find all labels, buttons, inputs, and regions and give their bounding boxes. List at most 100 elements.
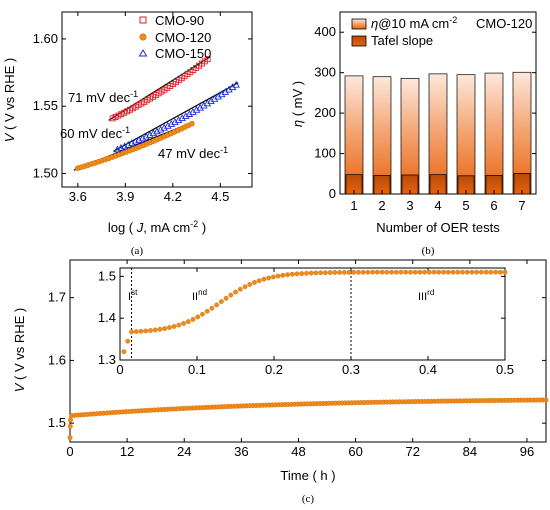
- inset-point: [445, 269, 451, 275]
- annotation-71-mv-dec: 71 mV dec-1: [68, 89, 138, 105]
- inset-point: [138, 328, 144, 334]
- inset-point: [356, 269, 361, 275]
- inset-point: [261, 276, 267, 282]
- sample-label-cmo120: CMO-120: [476, 16, 532, 31]
- inset-point: [474, 269, 480, 275]
- inset-point: [133, 329, 139, 335]
- panel-a-caption: (a): [131, 245, 144, 257]
- panel-c-xlabel: Time ( h ): [280, 468, 335, 483]
- inset-point: [209, 305, 215, 311]
- inset-xticks: 0 0.1 0.2 0.3 0.4 0.5: [116, 268, 514, 377]
- panel-a-x-tick-label: 3.6: [69, 189, 87, 204]
- inset-point: [337, 270, 342, 275]
- inset-point: [129, 329, 134, 335]
- panel-c-y-tick-label: 1.7: [48, 290, 66, 305]
- inset-frame: [119, 267, 506, 361]
- panel-b-x-tick-label: 1: [350, 198, 357, 213]
- inset-point: [346, 269, 352, 275]
- panel-c-y-tick-label: 1.6: [48, 352, 66, 367]
- inset-point: [327, 270, 333, 275]
- panel-b-y-tick-label: 0: [329, 186, 336, 201]
- panel-a: 3.6 3.9 4.2 4.5 1.50 1.55 1.60 CMO-90 CMO-120…: [2, 11, 253, 257]
- legend-cmo150: CMO-150: [155, 46, 211, 61]
- inset-point: [502, 269, 508, 275]
- inset-x-tick-label: 0: [116, 362, 123, 377]
- inset-point: [460, 269, 465, 275]
- inset-point: [464, 269, 470, 275]
- inset-point: [125, 338, 131, 344]
- inset-point: [190, 316, 196, 322]
- inset-point: [270, 274, 276, 280]
- inset-point: [247, 282, 253, 287]
- legend-tafel-swatch: [351, 35, 367, 47]
- inset-point: [237, 286, 243, 292]
- cmo150-point: [203, 99, 212, 107]
- stage-1-label: Ist: [128, 288, 138, 303]
- panel-c-yticks: 1.5 1.6 1.7: [48, 290, 546, 430]
- inset-point: [483, 269, 489, 275]
- panel-b-caption: (b): [422, 245, 435, 257]
- panel-c-x-tick-label: 60: [348, 444, 362, 459]
- panel-c-caption: (c): [302, 493, 315, 505]
- annotation-60-mv-dec: 60 mV dec-1: [60, 125, 130, 141]
- inset-point: [379, 269, 385, 275]
- cmo150-point: [200, 101, 208, 109]
- cmo120-point: [188, 120, 195, 127]
- legend-eta-swatch: [351, 18, 367, 30]
- inset-point: [308, 270, 314, 276]
- inset-point: [214, 302, 220, 308]
- inset-point: [478, 269, 484, 275]
- panel-a-x-tick-label: 4.2: [164, 189, 182, 204]
- legend-cmo90: CMO-90: [155, 13, 204, 28]
- panel-c-inset: 0 0.1 0.2 0.3 0.4 0.5 1.3 1.4 1.5 Ist IInd IIIr…: [98, 267, 514, 377]
- inset-point: [162, 326, 168, 331]
- inset-point: [200, 311, 205, 317]
- cmo150-point: [185, 110, 194, 117]
- panel-b-xlabel: Number of OER tests: [376, 220, 500, 235]
- cmo150-point: [192, 105, 201, 113]
- panel-c-data-points: [67, 397, 549, 441]
- cmo150-point: [210, 94, 219, 102]
- inset-point: [384, 269, 390, 275]
- legend-circle-marker: [139, 33, 147, 41]
- panel-c-x-tick-label: 96: [520, 444, 534, 459]
- inset-stage-lines: [131, 268, 352, 360]
- inset-point: [148, 328, 153, 333]
- panel-a-xlabel: log ( J, mA cm-2 ): [108, 219, 206, 235]
- panel-c-x-tick-label: 48: [291, 444, 305, 459]
- panel-a-y-tick-label: 1.60: [33, 31, 58, 46]
- panel-b: 0 100 200 300 400 1 2 3 4 5 6 7 η@10 mA cm-2 Tafel…: [290, 11, 537, 257]
- panel-b-x-tick-label: 6: [490, 198, 497, 213]
- stability-point: [67, 423, 73, 429]
- panel-c-y-tick-label: 1.5: [48, 415, 66, 430]
- inset-x-tick-label: 0.4: [419, 362, 437, 377]
- panel-c-x-tick-label: 72: [405, 444, 419, 459]
- annotation-47-mv-dec: 47 mV dec-1: [158, 145, 228, 161]
- panel-c-x-tick-label: 36: [234, 444, 248, 459]
- panel-a-x-tick-label: 3.9: [116, 189, 134, 204]
- cmo150-point: [189, 107, 197, 115]
- inset-point: [252, 280, 257, 285]
- inset-point: [422, 269, 428, 275]
- cmo150-point: [196, 103, 204, 111]
- inset-point: [195, 314, 201, 320]
- inset-point: [469, 269, 475, 275]
- cmo90-point: [204, 56, 211, 63]
- inset-point: [233, 289, 238, 295]
- inset-point: [166, 325, 172, 330]
- inset-point: [294, 271, 300, 277]
- inset-yticks: 1.3 1.4 1.5: [98, 268, 505, 367]
- panel-a-legend: CMO-90 CMO-120 CMO-150: [138, 13, 211, 61]
- inset-point: [228, 292, 234, 298]
- panel-c-x-tick-label: 84: [463, 444, 477, 459]
- stability-point: [67, 417, 73, 423]
- legend-square-marker: [139, 16, 147, 24]
- panel-a-ylabel: V ( V vs RHE ): [2, 58, 17, 143]
- inset-point: [289, 271, 295, 277]
- inset-point: [417, 269, 423, 275]
- panel-b-x-tick-label: 5: [462, 198, 469, 213]
- panel-c-xticks: 0 12 24 36 48 60 72 84 96: [66, 260, 534, 459]
- inset-point: [365, 269, 371, 275]
- panel-b-y-tick-label: 100: [314, 146, 336, 161]
- inset-point: [121, 349, 127, 355]
